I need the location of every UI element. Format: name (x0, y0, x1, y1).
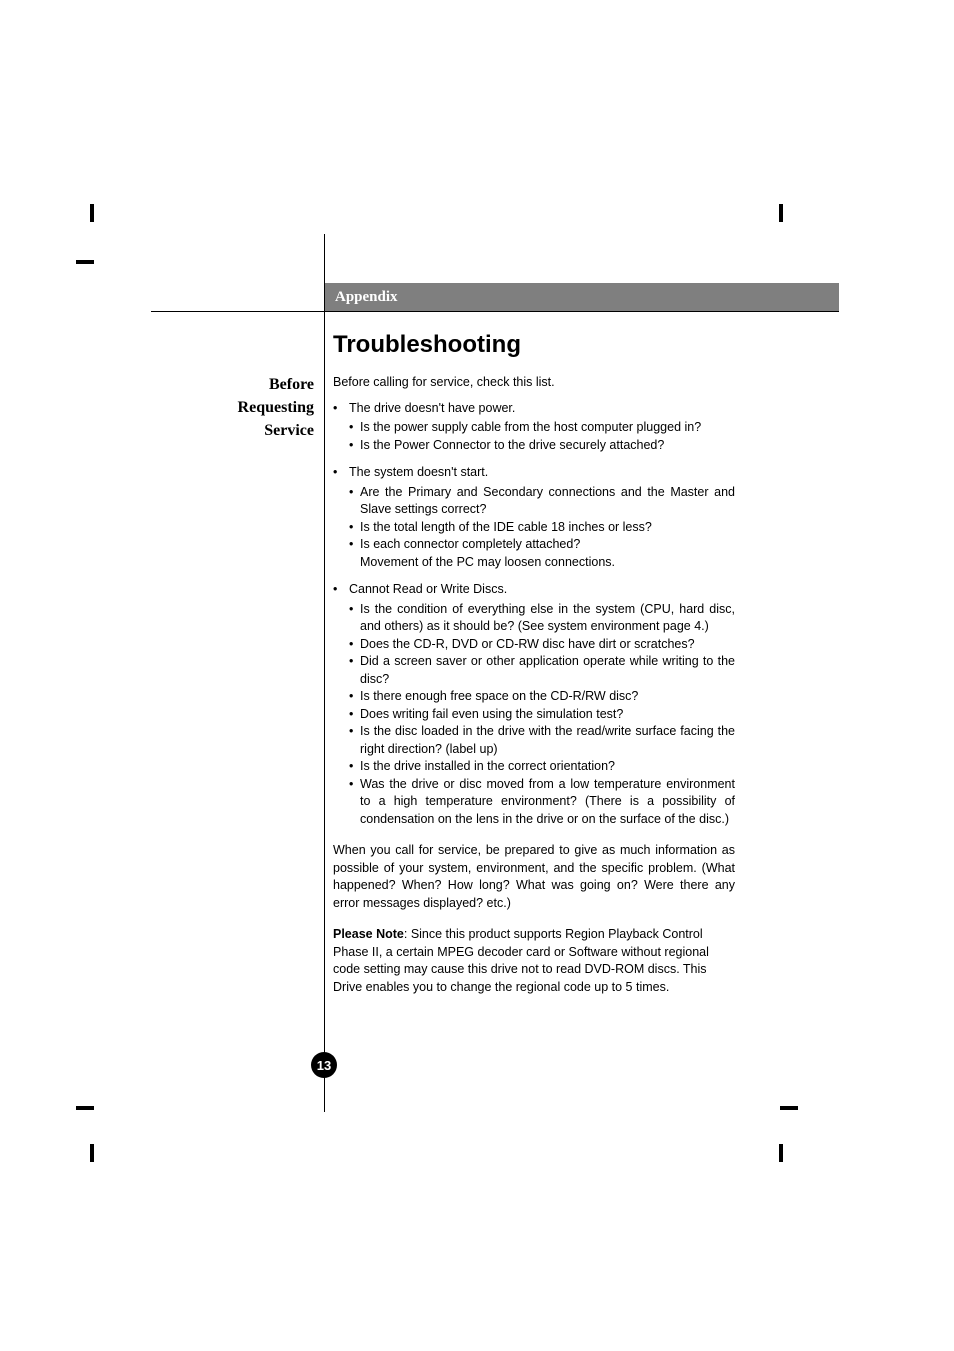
sub-bullet-text: Is the power supply cable from the host … (360, 419, 735, 437)
crop-mark (779, 204, 783, 222)
main-bullet: • The drive doesn't have power. (333, 400, 735, 418)
sub-bullet-text: Is the drive installed in the correct or… (360, 758, 735, 776)
bullet-marker: • (333, 464, 349, 482)
sub-bullet-text: Was the drive or disc moved from a low t… (360, 776, 735, 829)
bullet-marker: • (349, 601, 360, 636)
bullet-marker: • (349, 437, 360, 455)
bullet-marker: • (349, 536, 360, 554)
sub-bullet: • Is the total length of the IDE cable 1… (349, 519, 735, 537)
bullet-marker: • (349, 519, 360, 537)
bullet-marker: • (349, 419, 360, 437)
sidebar-line: Before (151, 373, 314, 396)
sub-bullet-text: Does the CD-R, DVD or CD-RW disc have di… (360, 636, 735, 654)
bullet-marker: • (349, 653, 360, 688)
sub-bullet: • Is the condition of everything else in… (349, 601, 735, 636)
bullet-marker: • (349, 636, 360, 654)
main-bullet-text: The drive doesn't have power. (349, 400, 735, 418)
sub-bullet: • Is each connector completely attached? (349, 536, 735, 554)
page-number: 13 (317, 1058, 331, 1073)
bullet-marker: • (349, 484, 360, 519)
main-bullet: • The system doesn't start. (333, 464, 735, 482)
troubleshoot-group: • The system doesn't start. • Are the Pr… (333, 464, 735, 571)
troubleshoot-group: • The drive doesn't have power. • Is the… (333, 400, 735, 455)
horizontal-divider (151, 311, 839, 312)
sidebar-line: Service (151, 419, 314, 442)
sub-bullet-text: Is the condition of everything else in t… (360, 601, 735, 636)
sub-bullet: • Is the disc loaded in the drive with t… (349, 723, 735, 758)
sub-bullet: • Did a screen saver or other applicatio… (349, 653, 735, 688)
page-number-badge: 13 (311, 1052, 337, 1078)
bullet-marker: • (333, 581, 349, 599)
content-area: Before calling for service, check this l… (333, 374, 735, 996)
main-bullet-text: Cannot Read or Write Discs. (349, 581, 735, 599)
bullet-marker: • (333, 400, 349, 418)
sub-bullet-text: Does writing fail even using the simulat… (360, 706, 735, 724)
bullet-marker: • (349, 776, 360, 829)
sidebar-title: Before Requesting Service (151, 373, 314, 443)
sub-bullet: • Is the drive installed in the correct … (349, 758, 735, 776)
main-bullet: • Cannot Read or Write Discs. (333, 581, 735, 599)
trailing-text: Movement of the PC may loosen connection… (360, 554, 735, 572)
bullet-marker: • (349, 723, 360, 758)
bullet-marker: • (349, 706, 360, 724)
section-header: Appendix (325, 283, 839, 311)
main-bullet-text: The system doesn't start. (349, 464, 735, 482)
troubleshoot-group: • Cannot Read or Write Discs. • Is the c… (333, 581, 735, 828)
crop-mark (780, 1106, 798, 1110)
sub-bullet: • Is the power supply cable from the hos… (349, 419, 735, 437)
closing-paragraph: When you call for service, be prepared t… (333, 842, 735, 912)
crop-mark (76, 260, 94, 264)
bullet-marker: • (349, 688, 360, 706)
sub-bullet-text: Did a screen saver or other application … (360, 653, 735, 688)
sub-bullet: • Does the CD-R, DVD or CD-RW disc have … (349, 636, 735, 654)
section-header-text: Appendix (335, 289, 398, 306)
page-title: Troubleshooting (333, 331, 521, 359)
crop-mark (90, 1144, 94, 1162)
vertical-divider (324, 234, 325, 1112)
note-paragraph: Please Note: Since this product supports… (333, 926, 735, 996)
sub-bullet: • Is the Power Connector to the drive se… (349, 437, 735, 455)
intro-text: Before calling for service, check this l… (333, 374, 735, 392)
crop-mark (76, 1106, 94, 1110)
sidebar-line: Requesting (151, 396, 314, 419)
bullet-marker: • (349, 758, 360, 776)
crop-mark (90, 204, 94, 222)
sub-bullet: • Does writing fail even using the simul… (349, 706, 735, 724)
sub-bullet: • Was the drive or disc moved from a low… (349, 776, 735, 829)
sub-bullet-text: Is the Power Connector to the drive secu… (360, 437, 735, 455)
sub-bullet: • Is there enough free space on the CD-R… (349, 688, 735, 706)
note-label: Please Note (333, 927, 404, 941)
sub-bullet: • Are the Primary and Secondary connecti… (349, 484, 735, 519)
sub-bullet-text: Is there enough free space on the CD-R/R… (360, 688, 735, 706)
sub-bullet-text: Is the disc loaded in the drive with the… (360, 723, 735, 758)
sub-bullet-text: Is the total length of the IDE cable 18 … (360, 519, 735, 537)
sub-bullet-text: Are the Primary and Secondary connection… (360, 484, 735, 519)
sub-bullet-text: Is each connector completely attached? (360, 536, 735, 554)
crop-mark (779, 1144, 783, 1162)
